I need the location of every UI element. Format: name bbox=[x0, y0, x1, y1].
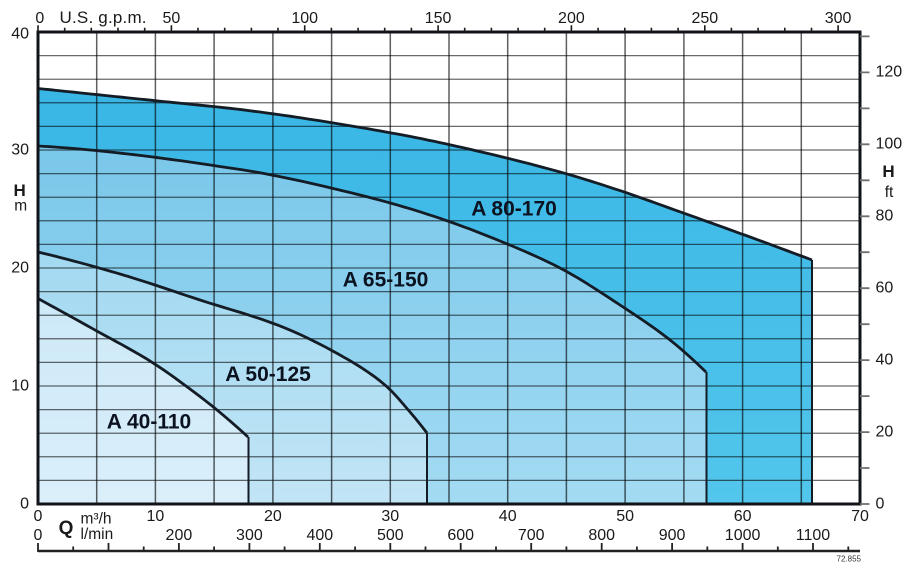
svg-text:1100: 1100 bbox=[796, 527, 831, 544]
svg-text:600: 600 bbox=[447, 527, 474, 544]
svg-text:0: 0 bbox=[876, 495, 885, 512]
svg-text:40: 40 bbox=[499, 508, 517, 525]
svg-text:30: 30 bbox=[11, 141, 29, 158]
svg-text:40: 40 bbox=[876, 351, 894, 368]
svg-text:200: 200 bbox=[166, 527, 193, 544]
svg-text:250: 250 bbox=[691, 10, 718, 27]
svg-text:U.S. g.p.m.: U.S. g.p.m. bbox=[60, 8, 147, 27]
svg-text:300: 300 bbox=[236, 527, 263, 544]
svg-text:500: 500 bbox=[377, 527, 404, 544]
svg-text:200: 200 bbox=[558, 10, 585, 27]
svg-text:70: 70 bbox=[851, 508, 869, 525]
svg-text:10: 10 bbox=[11, 377, 29, 394]
svg-text:1000: 1000 bbox=[725, 527, 761, 544]
svg-text:80: 80 bbox=[876, 208, 894, 225]
svg-text:A 40-110: A 40-110 bbox=[107, 411, 191, 434]
svg-text:A 50-125: A 50-125 bbox=[225, 363, 311, 386]
svg-text:0: 0 bbox=[35, 10, 44, 27]
svg-text:300: 300 bbox=[825, 10, 852, 27]
svg-text:800: 800 bbox=[588, 527, 615, 544]
svg-text:50: 50 bbox=[616, 508, 634, 525]
svg-text:40: 40 bbox=[11, 25, 29, 42]
svg-text:700: 700 bbox=[518, 527, 545, 544]
svg-text:A 65-150: A 65-150 bbox=[343, 269, 429, 292]
svg-text:900: 900 bbox=[659, 527, 686, 544]
svg-text:0: 0 bbox=[34, 508, 43, 525]
svg-text:60: 60 bbox=[876, 280, 894, 297]
svg-text:100: 100 bbox=[291, 10, 318, 27]
svg-text:150: 150 bbox=[425, 10, 452, 27]
svg-text:72.855: 72.855 bbox=[837, 555, 862, 564]
svg-text:30: 30 bbox=[381, 508, 399, 525]
svg-text:0: 0 bbox=[34, 527, 43, 544]
svg-text:100: 100 bbox=[876, 136, 903, 153]
svg-text:m³/h: m³/h bbox=[81, 511, 112, 528]
svg-text:l/min: l/min bbox=[81, 526, 114, 543]
svg-text:20: 20 bbox=[11, 259, 29, 276]
svg-text:ft: ft bbox=[885, 184, 894, 201]
svg-text:Q: Q bbox=[59, 518, 74, 539]
svg-text:m: m bbox=[14, 198, 27, 215]
svg-text:20: 20 bbox=[264, 508, 282, 525]
svg-text:A 80-170: A 80-170 bbox=[471, 198, 557, 221]
svg-text:H: H bbox=[882, 162, 894, 181]
svg-text:0: 0 bbox=[20, 495, 29, 512]
svg-text:60: 60 bbox=[734, 508, 752, 525]
svg-text:H: H bbox=[14, 181, 26, 200]
svg-text:10: 10 bbox=[147, 508, 165, 525]
svg-text:400: 400 bbox=[306, 527, 333, 544]
svg-text:120: 120 bbox=[876, 64, 903, 81]
svg-text:20: 20 bbox=[876, 423, 894, 440]
svg-text:50: 50 bbox=[163, 10, 181, 27]
